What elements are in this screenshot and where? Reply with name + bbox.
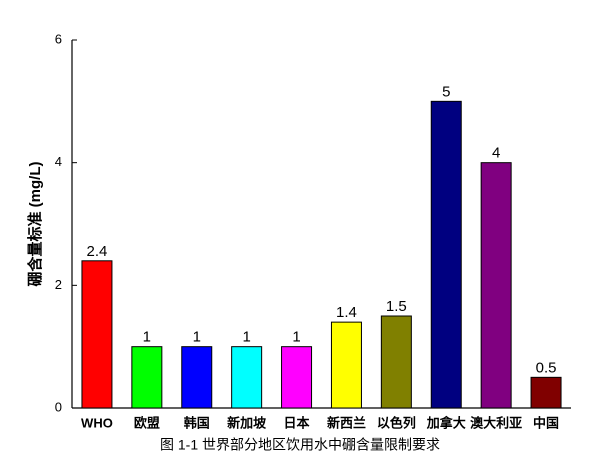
y-tick-label: 4 xyxy=(55,154,62,169)
bar xyxy=(530,376,562,409)
x-tick-label: 日本 xyxy=(284,415,310,430)
bar xyxy=(181,346,213,409)
data-label: 1.4 xyxy=(336,304,357,321)
x-tick-label: 澳大利亚 xyxy=(470,415,522,430)
y-tick-label: 0 xyxy=(55,399,62,414)
bar xyxy=(330,321,362,409)
bar xyxy=(430,100,462,409)
data-label: 1.5 xyxy=(386,298,407,315)
bar xyxy=(81,260,113,409)
x-tick-label: 以色列 xyxy=(377,415,416,430)
y-tick-label: 2 xyxy=(55,277,62,292)
data-label: 0.5 xyxy=(536,359,557,376)
x-tick-label: 新西兰 xyxy=(327,415,366,430)
data-label: 2.4 xyxy=(87,243,108,260)
data-label: 1 xyxy=(242,329,250,346)
data-label: 1 xyxy=(193,329,201,346)
data-label: 1 xyxy=(143,329,151,346)
x-tick-label: WHO xyxy=(81,415,113,430)
bar xyxy=(131,346,163,409)
chart-title: 图 1-1 世界部分地区饮用水中硼含量限制要求 xyxy=(160,437,440,453)
x-tick-label: 韩国 xyxy=(184,415,210,430)
data-label: 5 xyxy=(442,83,450,100)
bar xyxy=(281,346,313,409)
x-tick-label: 新加坡 xyxy=(227,415,267,430)
data-label: 1 xyxy=(292,329,300,346)
x-tick-label: 欧盟 xyxy=(134,415,160,430)
bar xyxy=(380,315,412,409)
bar xyxy=(480,162,512,409)
bar xyxy=(231,346,263,409)
x-tick-label: 中国 xyxy=(533,415,559,430)
y-tick-label: 6 xyxy=(55,31,62,46)
x-tick-label: 加拿大 xyxy=(426,415,466,430)
y-axis-label: 硼含量标准 (mg/L) xyxy=(26,162,44,287)
data-label: 4 xyxy=(492,145,500,162)
